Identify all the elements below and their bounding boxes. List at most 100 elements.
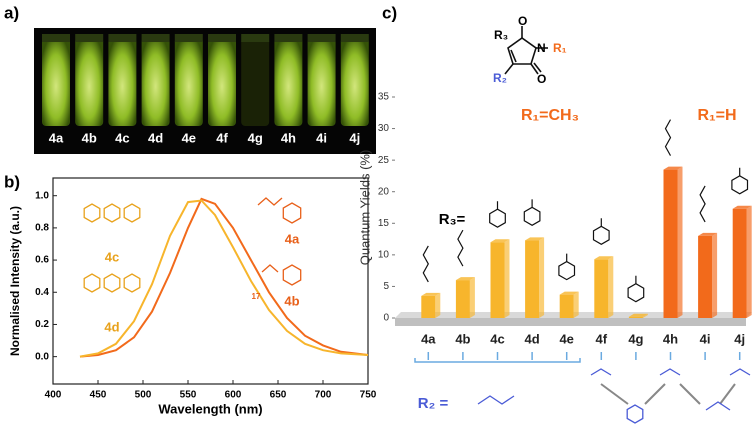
bar-top [559,291,579,295]
bar-side [608,256,614,318]
vial-cap [208,34,236,42]
vial-label: 4e [182,130,196,145]
bar-top [594,256,614,260]
vial-label: 4h [281,130,296,145]
x-tick-label: 4f [596,331,608,346]
x-tick-label: 650 [270,390,287,401]
bar-side [746,205,752,318]
vial-cap [274,34,303,42]
molecule [504,26,548,75]
vial [307,38,336,126]
x-tick-label: 450 [90,390,107,401]
y-axis-label: Quantum Yields (%) [357,150,372,266]
y-tick-label: 1.0 [35,190,49,201]
amine [626,404,644,424]
structure [282,202,302,224]
bar-top [698,232,718,236]
line [79,197,369,358]
bar [663,169,678,318]
side-chain [558,260,576,281]
amine [477,395,515,405]
vial-label: 4i [316,130,327,145]
floor-edge [395,318,746,326]
structure [83,273,101,293]
amine [659,368,681,376]
x-tick-label: 4c [490,331,504,346]
amine [590,368,612,376]
x-tick-label: 700 [315,390,332,401]
bar-top [490,239,510,243]
bar [594,259,609,318]
annotation: 17 [252,292,261,301]
bar-side [712,232,718,318]
vial-cap [75,34,104,42]
x-axis-label: Wavelength (nm) [158,401,262,416]
vial-label: 4b [82,130,97,145]
bar-side [677,166,683,318]
bar [421,295,436,318]
bar-top [421,292,441,296]
bar-top [732,205,752,209]
bar-side [504,239,510,318]
x-tick-label: 4j [734,331,745,346]
arrow [679,383,701,405]
annotation: R₁=H [697,107,736,124]
vial [174,38,203,126]
arrow [644,383,666,405]
x-tick-label: 4i [700,331,711,346]
structure [123,273,141,293]
r1-label: R₁ [553,41,567,55]
structure [83,203,101,223]
x-tick-label: 500 [135,390,152,401]
vial [141,38,170,126]
bar-side [642,313,648,318]
vial-label: 4d [148,130,163,145]
r3-label: R₃ [494,28,508,42]
bar-top [628,313,648,317]
annotation: 4d [104,319,119,334]
vial [208,38,236,126]
y-tick-label: 0 [383,313,389,324]
vial-cap [241,34,270,42]
side-chain [664,119,672,156]
vial-label: 4j [349,130,360,145]
bar [732,208,747,318]
vial [274,38,303,126]
structure [257,197,283,206]
x-tick-label: 4d [525,331,540,346]
structure [103,203,121,223]
vial [108,38,137,126]
vial-cap [174,34,203,42]
y-tick-label: 0.0 [35,351,49,362]
annotation: R₁=CH₃ [521,107,579,124]
vial-label: 4a [49,130,64,145]
vial-cap [340,34,369,42]
r2-label: R₂ [493,71,507,85]
x-tick-label: 4b [455,331,470,346]
structure [282,264,302,286]
vial [75,38,104,126]
panel-label: c) [382,3,397,22]
bar-side [539,237,545,318]
panel-label: a) [4,3,19,22]
side-chain [592,225,610,245]
bar [698,235,713,318]
bar-top [663,166,683,170]
y-tick-label: 0.4 [35,287,49,298]
vial [42,38,70,126]
vial-cap [141,34,170,42]
y-tick-label: 0.8 [35,223,49,234]
y-axis-label: Normalised Intensity (a.u.) [8,206,22,356]
bar [455,280,470,318]
y-tick-label: 35 [378,92,390,103]
y-tick-label: 25 [378,155,390,166]
y-tick-label: 20 [378,186,390,197]
side-chain [699,185,706,223]
vial-cap [307,34,336,42]
x-tick-label: 4a [421,331,436,346]
y-tick-label: 15 [378,218,390,229]
panel-label: b) [4,172,20,191]
bar [628,316,643,318]
bar [525,240,540,318]
annotation: 4a [285,231,300,246]
